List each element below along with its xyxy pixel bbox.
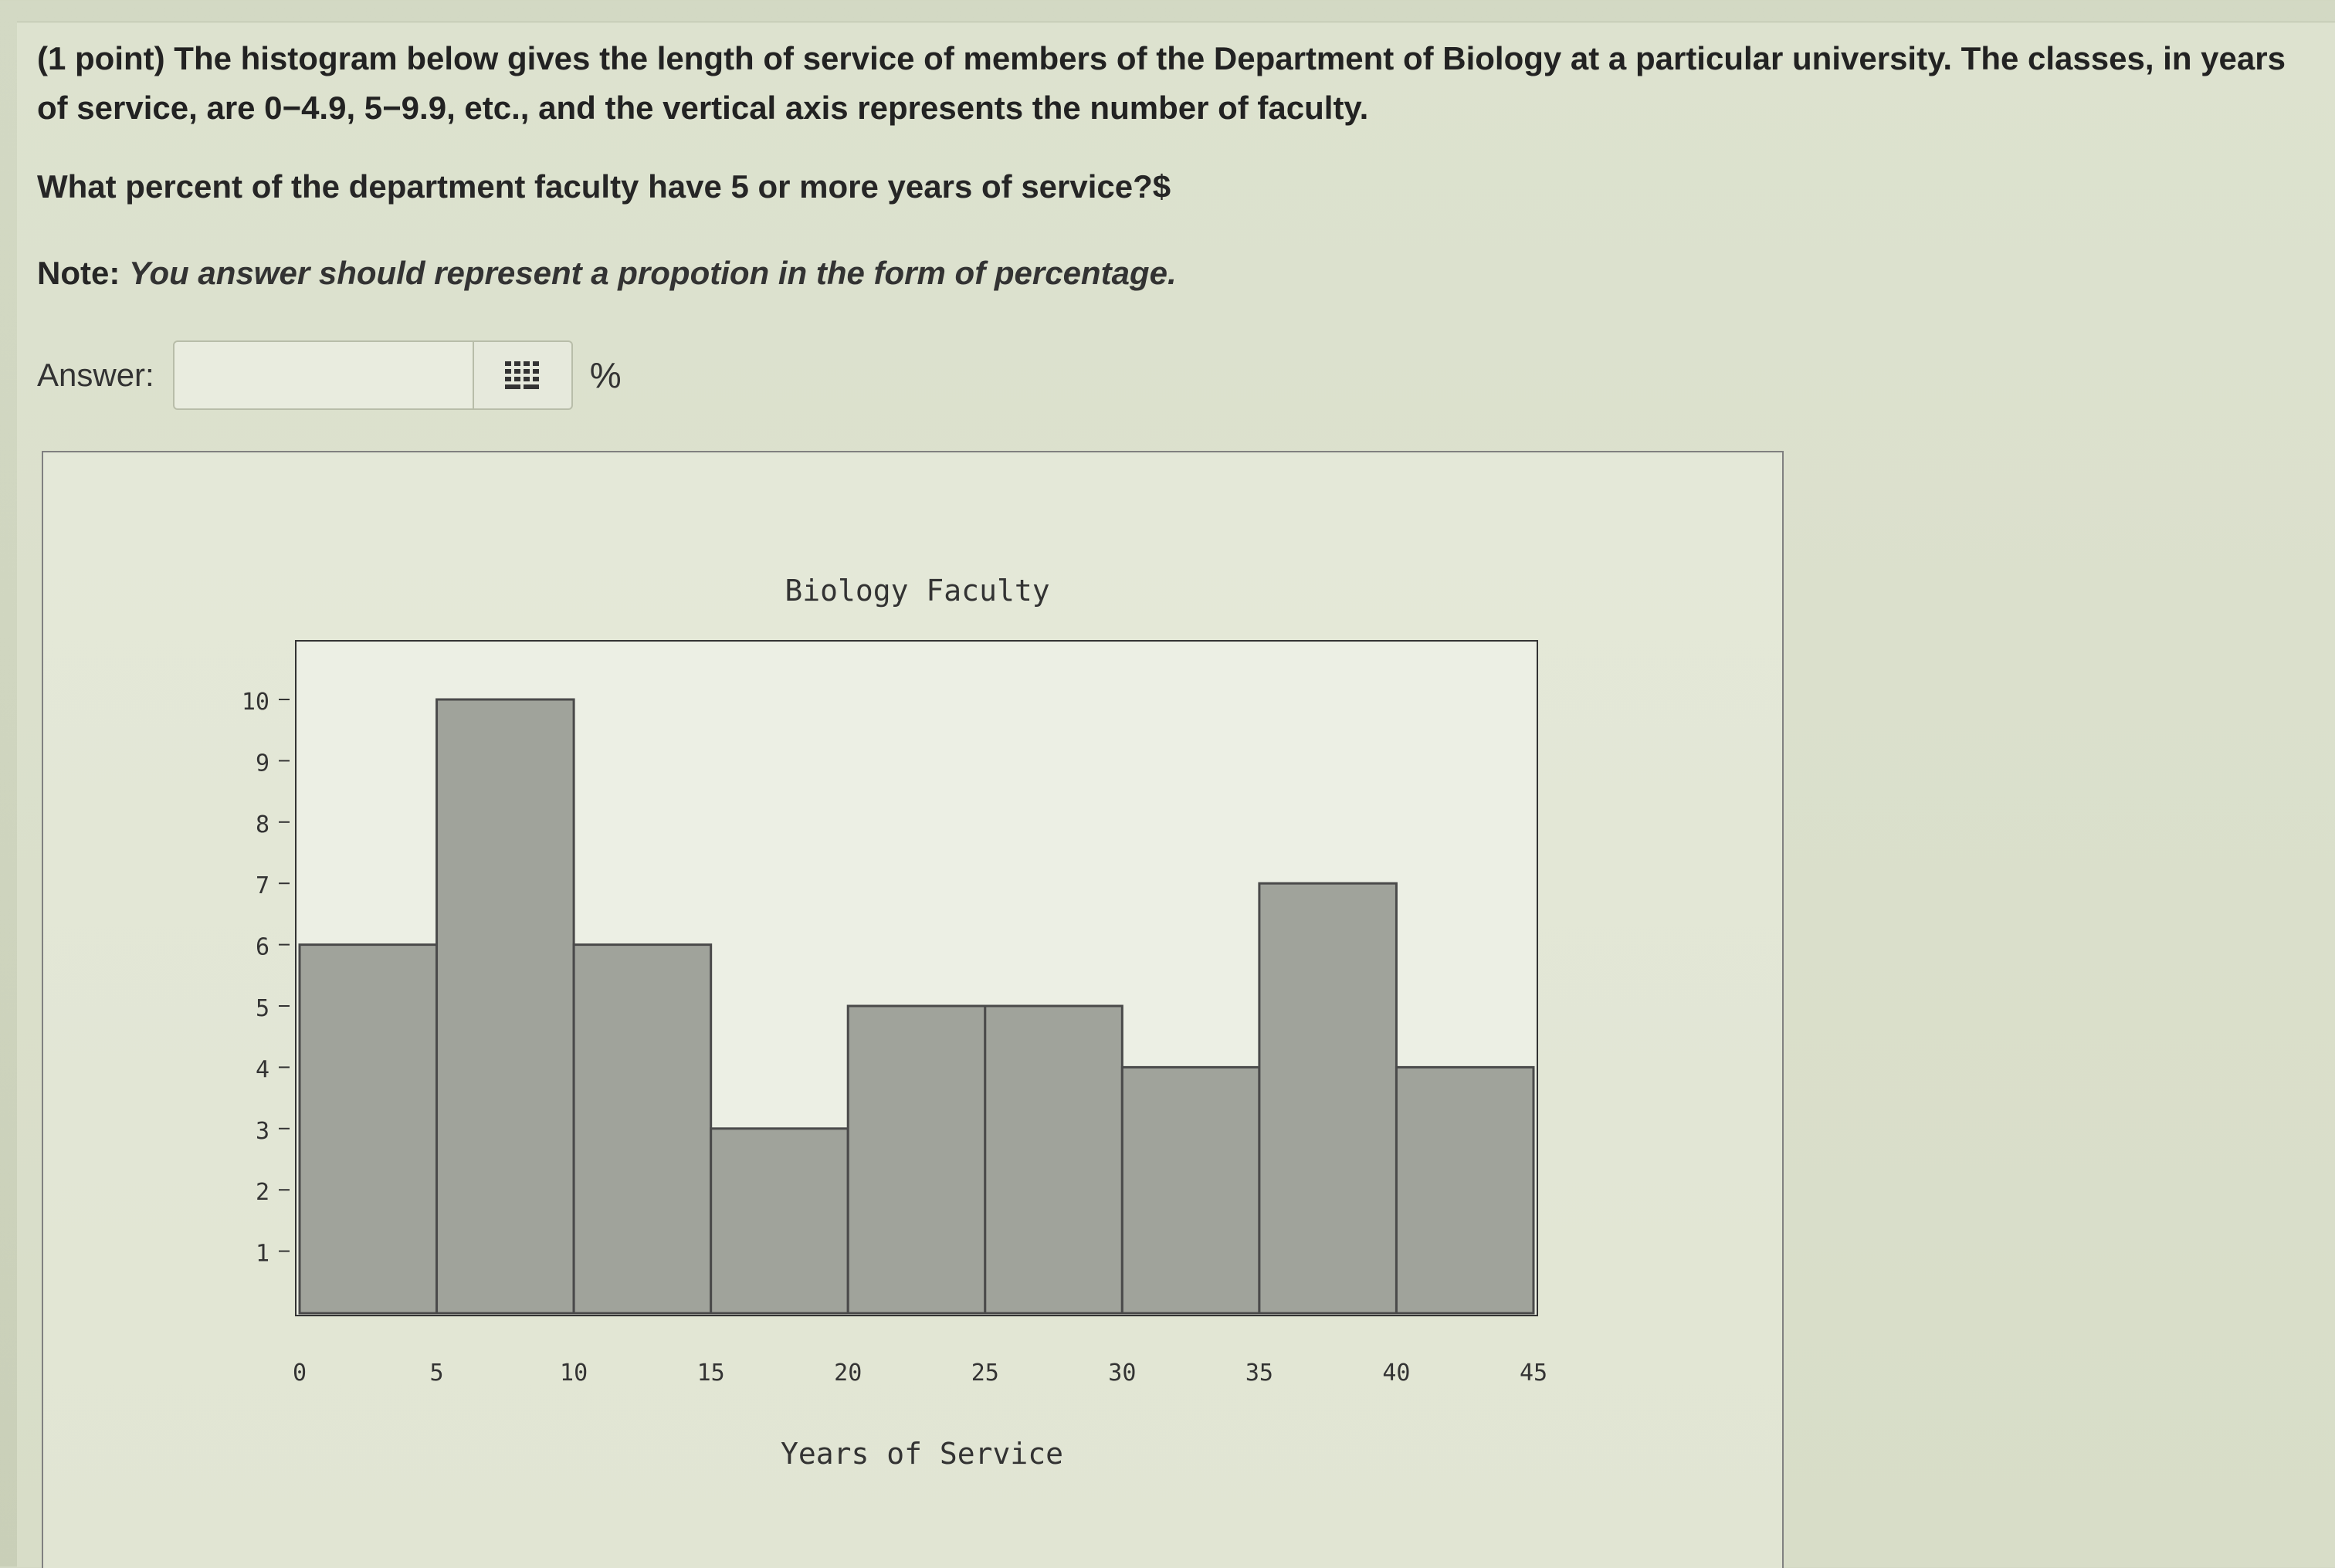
histogram-image: 1 2 3 4 5 6 7 8 9 10 0 5 10 15 20 25 30 35 40 45 Biology Fa…	[42, 451, 1784, 1568]
x-axis-label: Years of Service	[781, 1437, 1063, 1471]
y-tick-label: 2	[256, 1179, 269, 1206]
x-tick-label: 10	[560, 1360, 588, 1387]
x-tick-label: 5	[430, 1360, 444, 1387]
y-tick-label: 4	[256, 1056, 269, 1083]
chart-title: Biology Faculty	[785, 574, 1049, 608]
x-tick-label: 0	[293, 1360, 307, 1387]
histogram-bar-25-30	[984, 1004, 1123, 1315]
y-tick-label: 9	[256, 750, 269, 777]
y-tick-label: 3	[256, 1118, 269, 1145]
histogram-bar-15-20	[710, 1127, 849, 1315]
answer-row: Answer: %	[37, 337, 622, 414]
y-tick-label: 10	[242, 689, 269, 716]
x-tick-label: 25	[971, 1360, 999, 1387]
x-tick-label: 20	[834, 1360, 862, 1387]
y-tick-label: 1	[256, 1241, 269, 1268]
y-tick-label: 5	[256, 995, 269, 1022]
y-tick-label: 7	[256, 872, 269, 899]
question-text: What percent of the department faculty h…	[37, 168, 1171, 205]
histogram-bar-30-35	[1120, 1065, 1261, 1315]
grid-keypad-icon	[504, 361, 539, 389]
x-tick-label: 45	[1520, 1360, 1547, 1387]
histogram-bar-20-25	[846, 1004, 987, 1315]
x-tick-label: 15	[697, 1360, 725, 1387]
answer-label: Answer:	[37, 357, 154, 393]
x-tick-label: 30	[1108, 1360, 1136, 1387]
problem-text: (1 point) The histogram below gives the …	[37, 40, 2286, 126]
note-label: Note:	[37, 255, 120, 291]
histogram-bar-10-15	[572, 943, 713, 1315]
y-tick-label: 6	[256, 934, 269, 961]
y-tick-label: 8	[256, 811, 269, 838]
note: Note: You answer should represent a prop…	[37, 255, 1177, 292]
answer-input[interactable]	[172, 340, 474, 410]
histogram-bar-40-45	[1395, 1065, 1535, 1315]
problem-statement: (1 point) The histogram below gives the …	[37, 34, 2323, 133]
x-tick-label: 35	[1245, 1360, 1273, 1387]
percent-unit: %	[589, 355, 622, 395]
equation-editor-button[interactable]	[473, 340, 573, 410]
note-text: You answer should represent a propotion …	[129, 255, 1177, 291]
histogram-bar-35-40	[1258, 882, 1398, 1315]
histogram-bar-0-5	[298, 943, 439, 1315]
x-tick-label: 40	[1382, 1360, 1410, 1387]
histogram-bar-5-10	[435, 698, 575, 1315]
